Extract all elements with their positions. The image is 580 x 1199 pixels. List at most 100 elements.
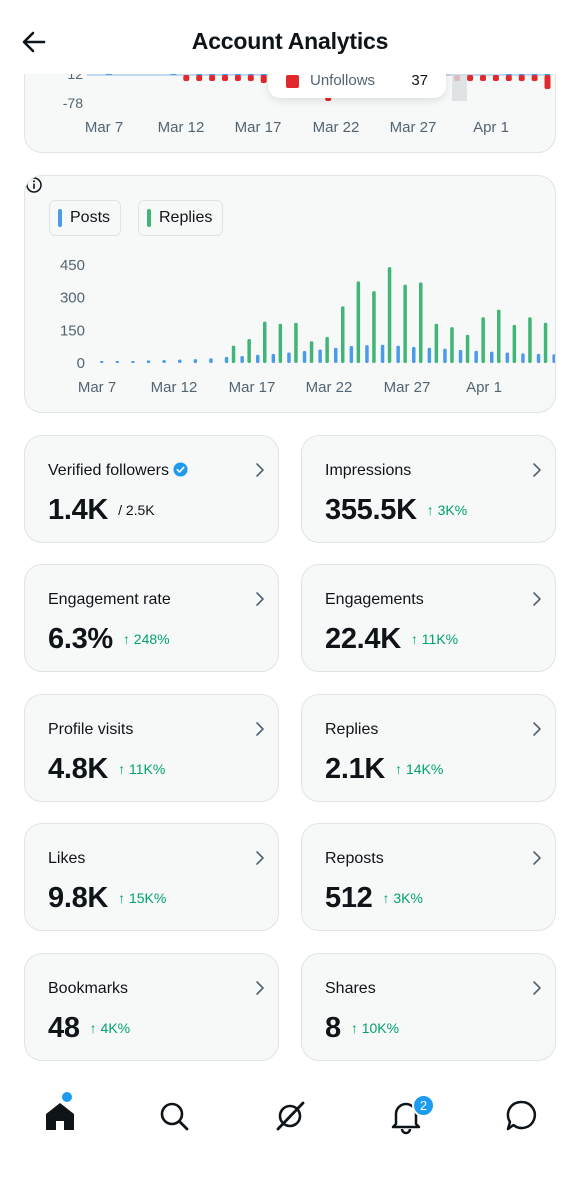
stat-card[interactable]: Bookmarks 48 ↑ 4K% bbox=[24, 953, 279, 1061]
stat-figures: 1.4K / 2.5K bbox=[48, 494, 155, 527]
unfollows-bar bbox=[234, 75, 241, 81]
stat-name: Impressions bbox=[325, 462, 411, 480]
bottom-nav: 2 bbox=[0, 1078, 580, 1156]
legend-posts-label: Posts bbox=[70, 209, 111, 226]
stat-card[interactable]: Profile visits 4.8K ↑ 11K% bbox=[24, 694, 279, 802]
stat-change: ↑ 11K% bbox=[410, 631, 459, 647]
posts-bar bbox=[536, 353, 541, 363]
replies-bar bbox=[372, 291, 376, 363]
posts-bar bbox=[224, 356, 229, 363]
chevron-right-icon bbox=[533, 851, 541, 865]
unfollows-swatch bbox=[286, 75, 299, 88]
stat-name: Likes bbox=[48, 850, 85, 868]
unfollows-bar bbox=[247, 75, 254, 81]
unfollows-bar bbox=[260, 75, 267, 83]
posts-bar bbox=[380, 344, 385, 363]
stat-figures: 355.5K ↑ 3K% bbox=[325, 494, 467, 527]
posts-bar bbox=[162, 359, 166, 363]
posts-bar bbox=[240, 356, 244, 363]
posts-bar bbox=[474, 350, 478, 363]
stat-figures: 512 ↑ 3K% bbox=[325, 882, 423, 915]
posts-bar bbox=[271, 353, 276, 363]
stat-label: Verified followers bbox=[48, 462, 169, 479]
x-tick-label: Apr 1 bbox=[473, 119, 509, 136]
posts-bar bbox=[458, 349, 463, 363]
unfollows-bar bbox=[480, 75, 486, 81]
posts-bar bbox=[287, 352, 291, 363]
x-tick-label: Mar 7 bbox=[85, 119, 123, 136]
stat-card[interactable]: Engagement rate 6.3% ↑ 248% bbox=[24, 564, 279, 672]
stat-card[interactable]: Reposts 512 ↑ 3K% bbox=[301, 823, 556, 931]
posts-bar bbox=[193, 359, 198, 363]
unfollows-bar bbox=[467, 75, 474, 81]
x-tick-label: Apr 1 bbox=[466, 379, 502, 396]
arrow-left-icon[interactable] bbox=[18, 26, 50, 58]
stat-card[interactable]: Engagements 22.4K ↑ 11K% bbox=[301, 564, 556, 672]
posts-replies-chart-card: Posts Replies 450 300 150 0 Mar 7 Mar 12 Mar … bbox=[24, 175, 556, 413]
replies-bar bbox=[325, 336, 329, 363]
y-tick-label: 450 bbox=[60, 257, 85, 274]
posts-bar bbox=[552, 354, 555, 363]
stat-card[interactable]: Shares 8 ↑ 10K% bbox=[301, 953, 556, 1061]
x-tick-label: Mar 27 bbox=[384, 379, 431, 396]
posts-bar bbox=[334, 347, 338, 363]
stat-value: 355.5K bbox=[325, 494, 417, 526]
replies-bar bbox=[481, 317, 485, 363]
stat-card[interactable]: Verified followers 1.4K / 2.5K bbox=[24, 435, 279, 543]
posts-bar bbox=[318, 349, 322, 363]
replies-bar bbox=[403, 284, 407, 363]
stat-name: Engagement rate bbox=[48, 591, 171, 609]
stat-card[interactable]: Replies 2.1K ↑ 14K% bbox=[301, 694, 556, 802]
legend-replies-label: Replies bbox=[159, 209, 213, 226]
stat-figures: 8 ↑ 10K% bbox=[325, 1012, 399, 1045]
posts-bar bbox=[521, 353, 525, 363]
home-icon[interactable] bbox=[40, 1096, 80, 1136]
unfollows-bar bbox=[492, 75, 499, 81]
x-tick-label: Mar 7 bbox=[78, 379, 116, 396]
unfollows-bar bbox=[544, 75, 551, 89]
replies-bar bbox=[231, 345, 236, 363]
posts-bar bbox=[256, 354, 260, 363]
grok-icon[interactable] bbox=[270, 1096, 310, 1136]
stat-total: / 2.5K bbox=[118, 502, 155, 518]
replies-bar bbox=[450, 327, 454, 363]
legend-posts[interactable]: Posts bbox=[49, 200, 122, 236]
stat-figures: 48 ↑ 4K% bbox=[48, 1012, 130, 1045]
replies-bar bbox=[512, 324, 517, 363]
legend-replies[interactable]: Replies bbox=[138, 200, 224, 236]
posts-bar bbox=[131, 361, 135, 363]
stat-value: 2.1K bbox=[325, 753, 386, 785]
y-tick-label: 300 bbox=[60, 290, 85, 307]
stat-label: Engagements bbox=[325, 591, 424, 608]
stat-name: Reposts bbox=[325, 850, 384, 868]
x-tick-label: Mar 12 bbox=[158, 119, 205, 136]
stat-name: Verified followers bbox=[48, 462, 188, 480]
replies-swatch bbox=[147, 209, 151, 227]
stat-label: Reposts bbox=[325, 850, 384, 867]
chevron-right-icon bbox=[256, 981, 264, 995]
posts-bar bbox=[490, 351, 494, 363]
stat-change: ↑ 4K% bbox=[89, 1020, 131, 1036]
selected-column-highlight bbox=[452, 73, 467, 101]
notifications-icon[interactable] bbox=[386, 1096, 426, 1136]
stat-name: Profile visits bbox=[48, 721, 133, 739]
chevron-right-icon bbox=[256, 722, 264, 736]
x-tick-label: Mar 22 bbox=[313, 119, 360, 136]
stat-value: 4.8K bbox=[48, 753, 109, 785]
replies-bar bbox=[263, 321, 267, 363]
unfollows-bar bbox=[222, 75, 228, 81]
stat-figures: 6.3% ↑ 248% bbox=[48, 623, 170, 656]
unfollows-bar bbox=[209, 75, 216, 81]
stat-label: Bookmarks bbox=[48, 980, 129, 997]
messages-icon[interactable] bbox=[502, 1096, 542, 1136]
posts-bar bbox=[443, 348, 447, 363]
replies-bar bbox=[387, 267, 392, 363]
stat-card[interactable]: Impressions 355.5K ↑ 3K% bbox=[301, 435, 556, 543]
stat-label: Shares bbox=[325, 980, 376, 997]
search-icon[interactable] bbox=[154, 1096, 194, 1136]
stat-name: Bookmarks bbox=[48, 980, 128, 998]
posts-bar bbox=[209, 358, 213, 363]
info-icon[interactable] bbox=[25, 176, 43, 194]
y-tick-label: 150 bbox=[60, 322, 85, 339]
stat-card[interactable]: Likes 9.8K ↑ 15K% bbox=[24, 823, 279, 931]
